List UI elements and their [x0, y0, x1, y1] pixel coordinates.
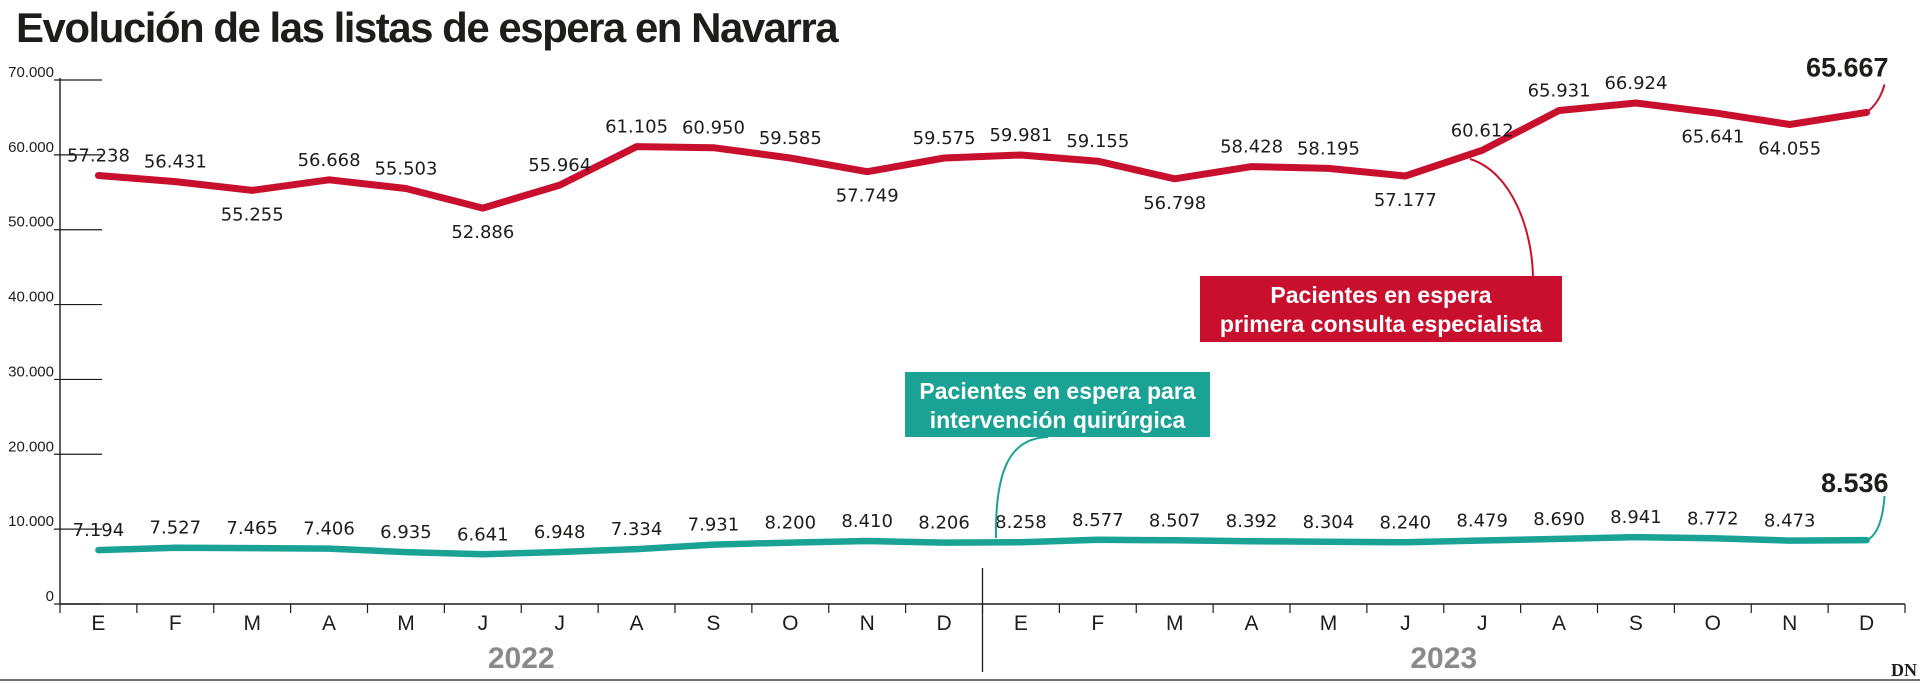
- y-tick-label: 40.000: [8, 289, 54, 306]
- y-tick-label: 0: [46, 588, 54, 605]
- y-tick-label: 10.000: [8, 513, 54, 530]
- x-tick-label: A: [322, 612, 336, 635]
- data-label: 59.155: [1066, 131, 1129, 152]
- x-tick-label: A: [1552, 612, 1566, 635]
- x-tick-label: O: [782, 612, 798, 635]
- series-callout-label: Pacientes en espera para: [919, 378, 1195, 404]
- data-label: 8.200: [765, 513, 817, 534]
- y-tick-label: 70.000: [8, 64, 54, 81]
- data-label: 8.304: [1303, 512, 1355, 533]
- x-tick-label: S: [1629, 612, 1643, 635]
- data-label: 65.931: [1528, 80, 1591, 101]
- data-label: 56.668: [298, 150, 361, 171]
- data-label: 7.931: [688, 515, 740, 536]
- data-label: 8.941: [1610, 507, 1662, 528]
- data-label: 59.585: [759, 128, 822, 149]
- data-label: 59.575: [913, 128, 976, 149]
- data-label: 7.406: [303, 519, 355, 540]
- chart-title: Evolución de las listas de espera en Nav…: [16, 4, 839, 51]
- year-label: 2022: [488, 642, 555, 675]
- data-label: 7.465: [226, 518, 278, 539]
- data-label: 8.507: [1149, 510, 1201, 531]
- y-tick-label: 30.000: [8, 363, 54, 380]
- last-value-leader: [1866, 496, 1886, 542]
- data-label: 65.641: [1681, 127, 1744, 148]
- data-label: 6.935: [380, 522, 432, 543]
- data-label: 66.924: [1604, 73, 1667, 94]
- data-label: 56.798: [1143, 193, 1206, 214]
- x-tick-label: M: [397, 612, 415, 635]
- publisher-logo: DN: [1891, 660, 1917, 680]
- data-label: 7.194: [73, 520, 125, 541]
- data-label: 57.238: [67, 146, 130, 167]
- data-label: 8.536: [1821, 468, 1889, 498]
- x-tick-label: J: [1400, 612, 1411, 635]
- x-tick-label: J: [1477, 612, 1488, 635]
- x-tick-label: S: [706, 612, 720, 635]
- y-tick-label: 50.000: [8, 214, 54, 231]
- data-label: 57.749: [836, 186, 899, 207]
- x-tick-label: A: [1245, 612, 1259, 635]
- x-tick-label: M: [243, 612, 261, 635]
- data-label: 55.255: [221, 204, 284, 225]
- data-label: 8.258: [995, 512, 1047, 533]
- x-tick-label: F: [169, 612, 182, 635]
- data-label: 59.981: [989, 125, 1052, 146]
- data-label: 7.527: [150, 518, 202, 539]
- x-tick-label: J: [478, 612, 489, 635]
- x-tick-label: M: [1166, 612, 1184, 635]
- data-label: 8.577: [1072, 510, 1124, 531]
- data-label: 6.641: [457, 524, 509, 545]
- data-label: 55.964: [528, 155, 591, 176]
- x-tick-label: M: [1320, 612, 1338, 635]
- data-label: 60.950: [682, 118, 745, 139]
- x-tick-label: J: [554, 612, 565, 635]
- data-label: 8.772: [1687, 508, 1739, 529]
- data-label: 8.473: [1764, 511, 1816, 532]
- data-label: 7.334: [611, 519, 663, 540]
- data-label: 57.177: [1374, 190, 1437, 211]
- x-tick-label: N: [860, 612, 875, 635]
- series-callout-box: [905, 372, 1210, 437]
- series-callout-label: primera consulta especialista: [1220, 311, 1542, 337]
- data-label: 8.690: [1533, 509, 1585, 530]
- data-label: 8.392: [1226, 511, 1278, 532]
- data-label: 52.886: [451, 222, 514, 243]
- data-label: 61.105: [605, 117, 668, 138]
- series-callout-label: Pacientes en espera: [1270, 282, 1491, 308]
- y-tick-label: 20.000: [8, 438, 54, 455]
- data-label: 65.667: [1806, 52, 1889, 82]
- data-label: 8.410: [841, 511, 893, 532]
- series-callout-label: intervención quirúrgica: [930, 407, 1186, 433]
- x-tick-label: E: [1014, 612, 1028, 635]
- data-label: 55.503: [374, 159, 437, 180]
- data-label: 8.240: [1380, 512, 1432, 533]
- series-line-1: [94, 99, 1871, 212]
- y-tick-label: 60.000: [8, 139, 54, 156]
- x-tick-label: D: [1859, 612, 1874, 635]
- data-label: 56.431: [144, 152, 207, 173]
- data-label: 58.428: [1220, 137, 1283, 158]
- x-tick-label: N: [1782, 612, 1797, 635]
- x-tick-label: D: [936, 612, 951, 635]
- data-label: 6.948: [534, 522, 586, 543]
- data-label: 8.479: [1456, 511, 1508, 532]
- x-tick-label: A: [630, 612, 644, 635]
- data-label: 64.055: [1758, 139, 1821, 160]
- callout-leader-line: [1469, 158, 1534, 277]
- data-label: 8.206: [918, 513, 970, 534]
- last-value-leader: [1865, 84, 1886, 114]
- year-label: 2023: [1410, 642, 1477, 675]
- x-tick-label: O: [1705, 612, 1721, 635]
- callout-leader-line: [994, 436, 1049, 539]
- series-line-2: [95, 533, 1870, 558]
- data-label: 60.612: [1451, 120, 1514, 141]
- x-tick-label: E: [91, 612, 105, 635]
- x-tick-label: F: [1091, 612, 1104, 635]
- series-callout-box: [1200, 276, 1562, 342]
- data-label: 58.195: [1297, 138, 1360, 159]
